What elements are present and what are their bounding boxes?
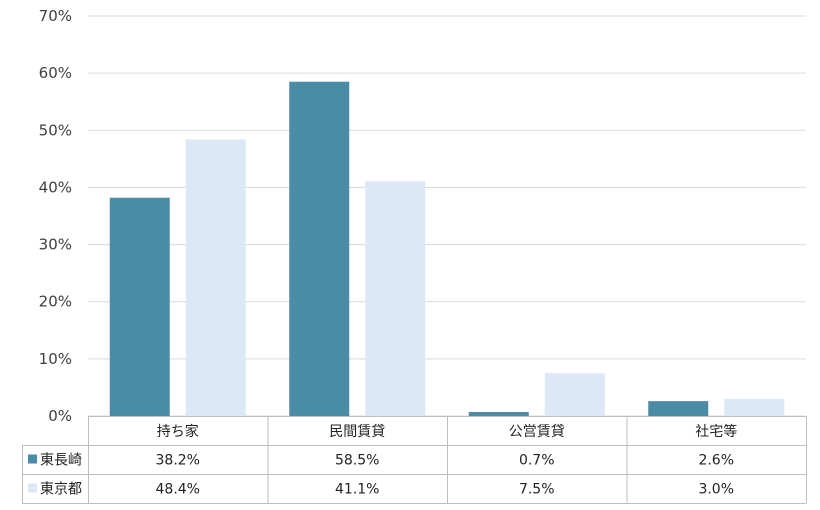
y-tick-label: 50% — [39, 121, 72, 139]
y-tick-label: 70% — [39, 7, 72, 25]
data-label: 41.1% — [335, 482, 379, 498]
category-label: 社宅等 — [695, 423, 737, 440]
bar — [468, 412, 529, 416]
category-label: 持ち家 — [157, 423, 199, 440]
data-label: 58.5% — [335, 453, 379, 469]
y-tick-label: 20% — [39, 293, 72, 311]
y-tick-label: 40% — [39, 178, 72, 196]
bar — [289, 81, 350, 416]
y-tick-label: 30% — [39, 236, 72, 254]
bar — [648, 401, 709, 416]
bar — [185, 139, 246, 416]
bar — [109, 197, 170, 416]
data-label: 2.6% — [698, 453, 734, 469]
category-label: 公営賃貸 — [509, 424, 565, 440]
y-tick-label: 0% — [48, 407, 72, 425]
legend-key — [28, 454, 37, 464]
data-label: 38.2% — [156, 453, 200, 469]
legend-label: 東京都 — [40, 482, 82, 498]
legend-label: 東長崎 — [40, 453, 82, 469]
data-label: 3.0% — [698, 482, 734, 498]
data-label: 7.5% — [519, 482, 555, 498]
bar — [724, 398, 785, 416]
y-tick-label: 60% — [39, 64, 72, 82]
data-label: 0.7% — [519, 453, 555, 469]
legend-key — [28, 483, 37, 493]
y-tick-label: 10% — [39, 350, 72, 368]
bar — [544, 373, 605, 416]
bar — [365, 181, 426, 416]
category-label: 民間賃貸 — [329, 424, 385, 440]
data-label: 48.4% — [156, 482, 200, 498]
